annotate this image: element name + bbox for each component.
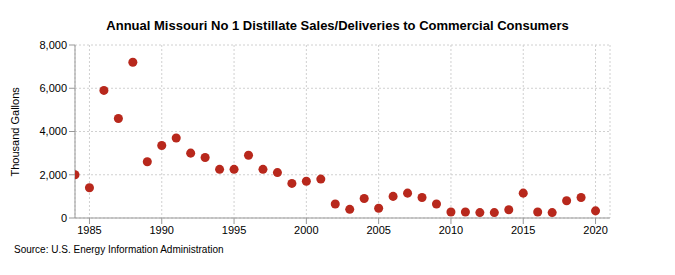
svg-text:2010: 2010 [439, 224, 463, 236]
svg-text:1995: 1995 [222, 224, 246, 236]
svg-text:2015: 2015 [511, 224, 535, 236]
svg-text:4,000: 4,000 [39, 125, 67, 137]
svg-text:8,000: 8,000 [39, 39, 67, 51]
svg-text:2,000: 2,000 [39, 169, 67, 181]
svg-text:1990: 1990 [150, 224, 174, 236]
svg-text:Thousand Gallons: Thousand Gallons [9, 87, 21, 177]
svg-text:2020: 2020 [583, 224, 607, 236]
html-text:Source: U.S. Energy Informatio: Source: U.S. Energy Information Administ… [14, 244, 224, 255]
svg-text:0: 0 [61, 212, 67, 224]
svg-text:6,000: 6,000 [39, 82, 67, 94]
svg-text:2000: 2000 [294, 224, 318, 236]
svg-text:2005: 2005 [366, 224, 390, 236]
svg-text:1985: 1985 [77, 224, 101, 236]
html-text:Annual Missouri No 1 Distillat: Annual Missouri No 1 Distillate Sales/De… [106, 18, 569, 33]
